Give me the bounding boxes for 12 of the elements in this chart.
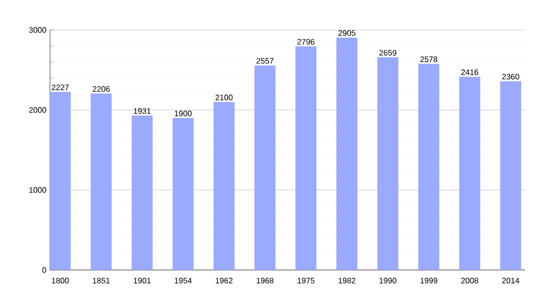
bar <box>500 81 522 270</box>
bar <box>132 116 153 270</box>
bar <box>295 46 316 270</box>
bar <box>377 57 398 270</box>
bar <box>50 92 71 270</box>
bar <box>90 94 112 270</box>
bar <box>172 118 194 270</box>
bar <box>214 102 235 270</box>
bar <box>459 76 480 270</box>
bar <box>254 65 276 270</box>
bar <box>336 38 358 270</box>
bar <box>418 64 440 270</box>
